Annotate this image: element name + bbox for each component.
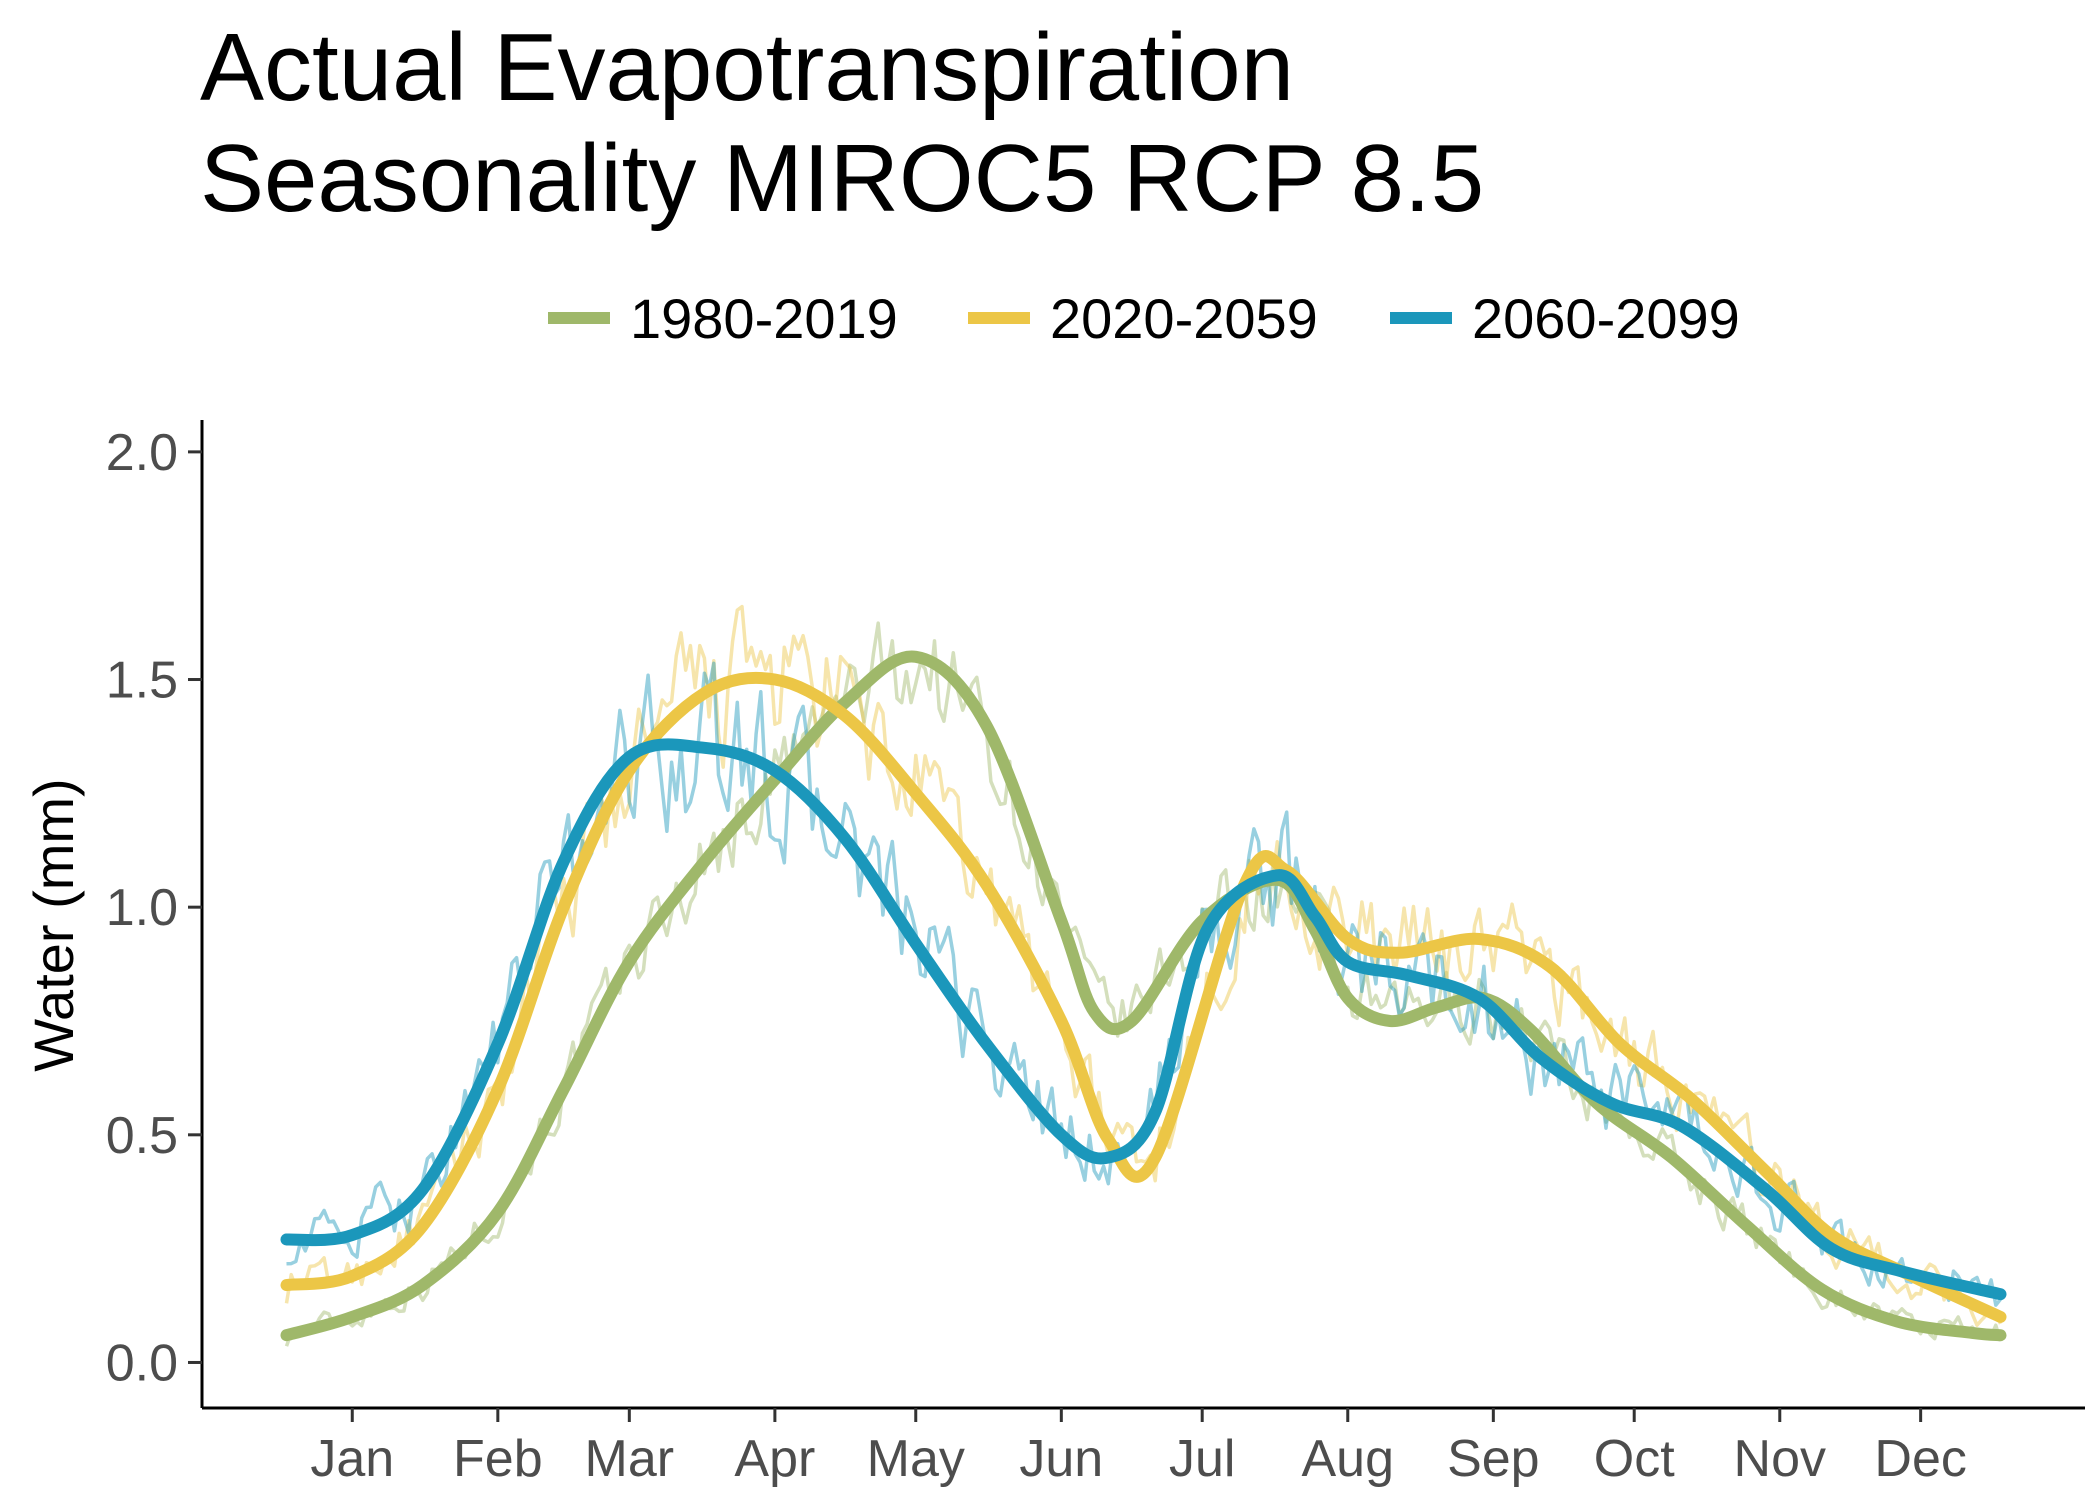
plot-panel: 0.0 0.5 1.0 1.5 2.0 Jan Feb Mar Apr May Jun Jul Aug S… <box>106 420 2085 1488</box>
y-tick-label: 2.0 <box>106 424 178 482</box>
x-tick-label: Jan <box>310 1430 394 1488</box>
y-tick-label: 0.5 <box>106 1107 178 1165</box>
series-smooth-line <box>280 738 2007 1301</box>
x-tick-label: Jul <box>1169 1430 1235 1488</box>
y-tick-label: 1.5 <box>106 652 178 710</box>
x-tick-label: Apr <box>734 1430 815 1488</box>
x-tick-label: May <box>867 1430 965 1488</box>
x-tick-label: Sep <box>1447 1430 1540 1488</box>
series-smooth-line <box>280 650 2007 1342</box>
legend-label: 1980-2019 <box>630 287 898 350</box>
x-tick-label: Dec <box>1874 1430 1966 1488</box>
legend: 1980-2019 2020-2059 2060-2099 <box>548 287 1740 350</box>
series-daily-trace <box>284 604 2003 1327</box>
y-axis-title: Water (mm) <box>22 778 85 1071</box>
chart-title-line-2: Seasonality MIROC5 RCP 8.5 <box>200 125 1484 232</box>
series-daily-trace <box>284 621 2003 1347</box>
series-smooth-line <box>280 671 2007 1323</box>
x-tick-label: Mar <box>585 1430 675 1488</box>
y-tick-label: 1.0 <box>106 879 178 937</box>
legend-label: 2060-2099 <box>1472 287 1740 350</box>
x-tick-label: Aug <box>1302 1430 1395 1488</box>
x-tick-label: Nov <box>1734 1430 1826 1488</box>
x-tick-label: Feb <box>453 1430 543 1488</box>
x-tick-label: Jun <box>1019 1430 1103 1488</box>
chart-title-line-1: Actual Evapotranspiration <box>200 14 1294 121</box>
y-tick-label: 0.0 <box>106 1334 178 1392</box>
legend-label: 2020-2059 <box>1050 287 1318 350</box>
x-tick-label: Oct <box>1594 1430 1675 1488</box>
